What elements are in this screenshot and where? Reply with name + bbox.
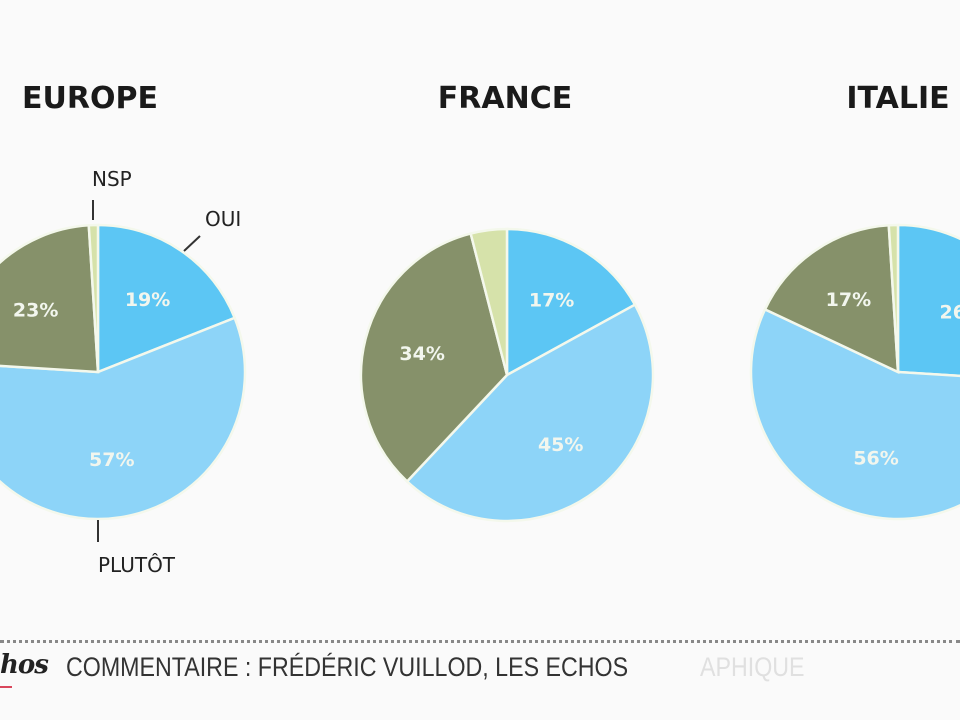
data-label-europe-0: 19% <box>125 289 170 311</box>
data-label-italie-1: 56% <box>853 447 898 469</box>
pie-slice-europe-2 <box>0 223 100 374</box>
data-label-france-1: 45% <box>538 434 583 456</box>
pie-slice-france-0 <box>505 227 637 378</box>
pie-slice-france-1 <box>405 302 655 523</box>
faded-caption: APHIQUE <box>700 652 805 682</box>
pie-slice-france-2 <box>359 232 509 484</box>
pie-slice-italie-0 <box>896 223 960 378</box>
footer-banner: APHIQUE hos COMMENTAIRE : FRÉDÉRIC VUILL… <box>0 640 960 700</box>
dotted-divider <box>0 640 960 643</box>
les-echos-logo: hos <box>0 650 49 680</box>
pie-slice-europe-3 <box>87 223 100 373</box>
label-nsp: NSP <box>92 167 132 191</box>
label-plutot: PLUTÔT <box>98 553 176 577</box>
pie-slice-italie-1 <box>749 307 960 521</box>
pie-slice-italie-3 <box>887 223 900 373</box>
logo-underline <box>0 686 12 688</box>
oui-leader-line <box>183 235 201 252</box>
data-label-france-0: 17% <box>529 290 574 312</box>
data-label-europe-2: 23% <box>13 300 58 322</box>
pie-slice-europe-0 <box>96 223 237 374</box>
data-label-italie-0: 26% <box>940 302 960 324</box>
data-label-france-2: 34% <box>399 343 444 365</box>
pie-slice-italie-2 <box>763 223 900 375</box>
chart-title-europe: EUROPE <box>22 81 158 116</box>
chart-title-france: FRANCE <box>438 81 572 116</box>
data-label-italie-2: 17% <box>826 289 871 311</box>
pie-slice-france-3 <box>469 227 509 376</box>
pie-slice-europe-1 <box>0 316 247 521</box>
commentary-credit: COMMENTAIRE : FRÉDÉRIC VUILLOD, LES ECHO… <box>66 652 629 682</box>
data-label-europe-1: 57% <box>89 449 134 471</box>
label-oui: OUI <box>205 207 241 231</box>
chart-title-italie: ITALIE <box>846 81 949 116</box>
